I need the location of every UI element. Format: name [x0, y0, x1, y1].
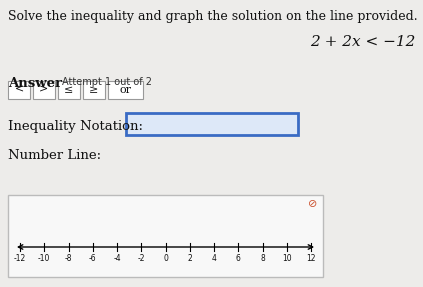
Text: 4: 4	[212, 254, 217, 263]
FancyBboxPatch shape	[8, 81, 30, 99]
Text: 6: 6	[236, 254, 241, 263]
Text: -4: -4	[113, 254, 121, 263]
Text: Solve the inequality and graph the solution on the line provided.: Solve the inequality and graph the solut…	[8, 10, 418, 23]
Text: ≤: ≤	[64, 85, 74, 95]
FancyBboxPatch shape	[83, 81, 105, 99]
Text: >: >	[39, 85, 49, 95]
Text: 0: 0	[163, 254, 168, 263]
Text: -2: -2	[137, 254, 145, 263]
Text: 8: 8	[260, 254, 265, 263]
FancyBboxPatch shape	[58, 81, 80, 99]
Text: -6: -6	[89, 254, 96, 263]
Text: Number Line:: Number Line:	[8, 149, 101, 162]
Text: -12: -12	[14, 254, 26, 263]
Text: Attempt 1 out of 2: Attempt 1 out of 2	[62, 77, 152, 87]
FancyBboxPatch shape	[108, 81, 143, 99]
Text: Inequality Notation:: Inequality Notation:	[8, 120, 143, 133]
Text: -10: -10	[38, 254, 50, 263]
Text: <: <	[14, 85, 24, 95]
Text: Answer: Answer	[8, 77, 62, 90]
FancyBboxPatch shape	[126, 113, 298, 135]
FancyBboxPatch shape	[8, 195, 323, 277]
Text: or: or	[120, 85, 132, 95]
Text: 2 + 2x < −12: 2 + 2x < −12	[310, 35, 415, 49]
Text: 2: 2	[187, 254, 192, 263]
Text: 12: 12	[306, 254, 316, 263]
Text: 10: 10	[282, 254, 291, 263]
Text: ⊘: ⊘	[308, 199, 317, 209]
Text: -8: -8	[65, 254, 72, 263]
Text: ≥: ≥	[89, 85, 99, 95]
FancyBboxPatch shape	[33, 81, 55, 99]
